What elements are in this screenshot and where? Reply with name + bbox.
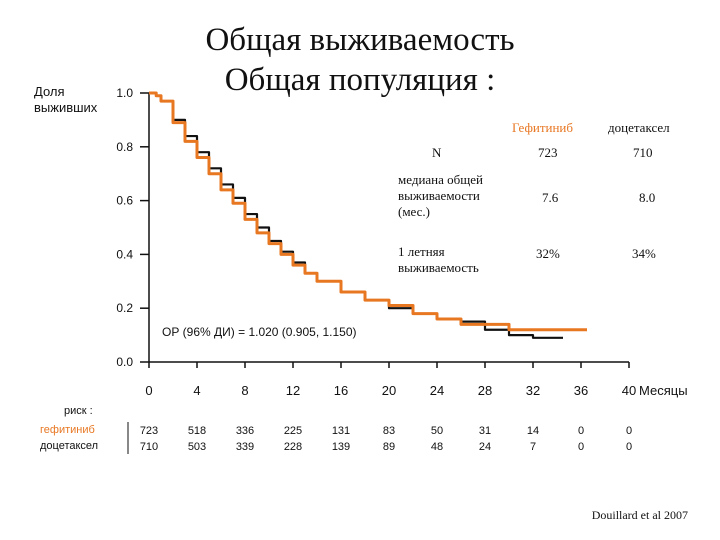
hazard-ratio-annotation: ОР (96% ДИ) = 1.020 (0.905, 1.150) (162, 325, 357, 339)
risk-value-docetaxel: 710 (140, 441, 158, 453)
risk-value-docetaxel: 7 (530, 441, 536, 453)
risk-value-gefitinib: 518 (188, 425, 206, 437)
table-cell-1yr-docetaxel: 34% (632, 246, 656, 261)
risk-label-gefitinib: гефитиниб (40, 424, 95, 436)
survival-curve-gefitinib (149, 91, 587, 332)
risk-table-header: риск : (64, 405, 93, 417)
table-row-label-median: медиана общей выживаемости (мес.) (398, 172, 483, 219)
x-tick-label: 24 (430, 383, 444, 398)
risk-value-docetaxel: 0 (578, 441, 584, 453)
table-header-docetaxel: доцетаксел (608, 120, 670, 135)
risk-value-docetaxel: 503 (188, 441, 206, 453)
y-tick-label: 0.4 (116, 247, 133, 261)
x-tick-label: 8 (241, 383, 248, 398)
x-tick-label: 28 (478, 383, 492, 398)
risk-value-gefitinib: 0 (626, 425, 632, 437)
x-tick-label: 0 (145, 383, 152, 398)
x-tick-label: 20 (382, 383, 396, 398)
risk-value-gefitinib: 83 (383, 425, 395, 437)
y-tick-label: 0.8 (116, 140, 133, 154)
risk-value-gefitinib: 336 (236, 425, 254, 437)
risk-value-docetaxel: 48 (431, 441, 443, 453)
x-axis-label: Месяцы (639, 383, 688, 398)
risk-label-docetaxel: доцетаксел (40, 440, 99, 452)
risk-value-docetaxel: 139 (332, 441, 350, 453)
y-tick-label: 0.2 (116, 301, 133, 315)
source-citation: Douillard et al 2007 (591, 508, 688, 522)
y-tick-label: 0.0 (116, 355, 133, 369)
risk-value-gefitinib: 225 (284, 425, 302, 437)
risk-value-gefitinib: 723 (140, 425, 158, 437)
y-tick-label: 0.6 (116, 194, 133, 208)
chart-title-line2: Общая популяция : (224, 62, 496, 98)
table-row-label-n: N (432, 145, 442, 160)
risk-value-docetaxel: 0 (626, 441, 632, 453)
risk-value-gefitinib: 14 (527, 425, 539, 437)
table-cell-median-docetaxel: 8.0 (639, 190, 656, 205)
risk-value-gefitinib: 0 (578, 425, 584, 437)
risk-value-docetaxel: 228 (284, 441, 302, 453)
risk-value-gefitinib: 131 (332, 425, 350, 437)
x-tick-label: 40 (622, 383, 636, 398)
risk-value-gefitinib: 31 (479, 425, 491, 437)
table-cell-1yr-gefitinib: 32% (536, 246, 560, 261)
risk-value-docetaxel: 339 (236, 441, 254, 453)
table-cell-n-docetaxel: 710 (633, 145, 653, 160)
y-tick-label: 1.0 (116, 86, 133, 100)
table-cell-n-gefitinib: 723 (538, 145, 558, 160)
y-axis-label: Доля выживших (34, 84, 98, 115)
x-tick-label: 12 (286, 383, 300, 398)
x-tick-label: 4 (193, 383, 200, 398)
risk-value-docetaxel: 24 (479, 441, 491, 453)
risk-value-gefitinib: 50 (431, 425, 443, 437)
risk-value-docetaxel: 89 (383, 441, 395, 453)
table-row-label-1yr: 1 летняя выживаемость (398, 244, 479, 275)
chart-title-line1: Общая выживаемость (205, 22, 515, 58)
table-cell-median-gefitinib: 7.6 (542, 190, 559, 205)
x-tick-label: 16 (334, 383, 348, 398)
x-tick-label: 32 (526, 383, 540, 398)
x-tick-label: 36 (574, 383, 588, 398)
table-header-gefitinib: Гефитиниб (512, 120, 574, 135)
